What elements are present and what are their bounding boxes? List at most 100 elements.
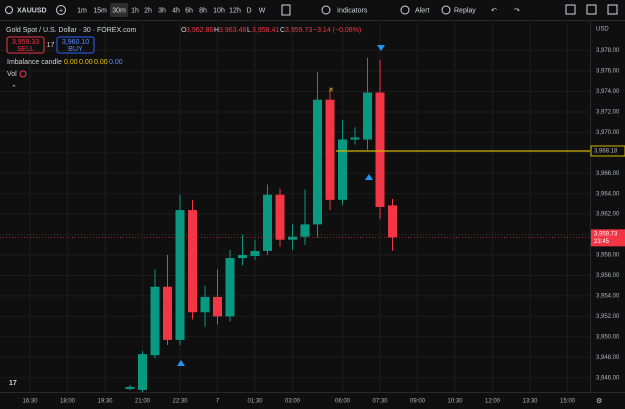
up-arrow-marker — [365, 174, 373, 180]
x-tick-label: 21:00 — [135, 399, 151, 405]
add-symbol-plus: + — [59, 7, 63, 14]
candle-body — [350, 137, 360, 140]
interval-button[interactable]: 2h — [144, 7, 152, 14]
countdown: 23:45 — [594, 239, 610, 245]
ohlc-label: H — [214, 27, 219, 34]
interval-button[interactable]: 1m — [77, 7, 87, 14]
x-tick-label: 19:30 — [97, 399, 113, 405]
x-tick-label: 09:00 — [410, 399, 426, 405]
interval-button[interactable]: 12h — [229, 7, 241, 14]
candle-body — [150, 286, 160, 356]
buy-label: BUY — [68, 46, 83, 53]
ohlc-label: C — [280, 27, 285, 34]
redo[interactable]: ↷ — [514, 7, 520, 14]
candle-body — [163, 286, 172, 340]
x-tick-label: 16:30 — [22, 399, 38, 405]
search-icon[interactable] — [5, 6, 13, 14]
indicator-value: 0.00 — [109, 59, 123, 66]
y-tick-label: 3,974.00 — [596, 89, 620, 95]
y-tick-label: 3,946.00 — [596, 375, 620, 381]
candle-body — [250, 250, 260, 257]
interval-button[interactable]: W — [259, 7, 266, 14]
candle-body — [238, 255, 247, 259]
interval-button[interactable]: 10h — [213, 7, 225, 14]
x-tick-label: 01:30 — [247, 399, 263, 405]
x-tick-label: 22:30 — [172, 399, 188, 405]
candle-body — [388, 205, 397, 238]
candle-body — [200, 296, 210, 313]
replay-button[interactable]: Replay — [454, 7, 476, 14]
buy-price: 3,960.10 — [62, 39, 89, 46]
symbol[interactable]: XAUUSD — [17, 7, 47, 14]
spread: 17 — [47, 42, 55, 49]
sell-price: 3,959.33 — [12, 39, 39, 46]
alert-button[interactable]: Alert — [415, 7, 429, 14]
candle-body — [300, 224, 310, 237]
interval-button[interactable]: 6h — [185, 7, 193, 14]
interval-button[interactable]: 4h — [172, 7, 180, 14]
x-tick-label: 13:30 — [522, 399, 538, 405]
y-tick-label: 3,976.00 — [596, 69, 620, 75]
tv-logo: 17 — [9, 380, 17, 387]
candle-body — [213, 296, 222, 317]
candle-body — [338, 139, 347, 200]
candle-body — [125, 386, 135, 389]
legend-title: Gold Spot / U.S. Dollar · 30 · FOREX.com — [6, 27, 136, 34]
interval-button[interactable]: 3h — [158, 7, 166, 14]
y-tick-label: 3,962.00 — [596, 212, 620, 218]
y-tick-label: 3,970.00 — [596, 130, 620, 136]
interval-button[interactable]: 1h — [131, 7, 139, 14]
interval-button[interactable]: 30m — [112, 7, 126, 14]
candle-body — [225, 258, 235, 317]
fullscreen-icon[interactable] — [586, 4, 597, 15]
indicator-value: 0.00 — [64, 59, 78, 66]
candle-body — [138, 354, 147, 390]
indicators-icon[interactable] — [321, 5, 331, 15]
x-tick-label: 7 — [216, 399, 220, 405]
grid — [0, 22, 590, 392]
ohlc-value: 3,958.41 — [252, 27, 279, 34]
interval-button[interactable]: 8h — [199, 7, 207, 14]
x-tick-label: 07:30 — [372, 399, 388, 405]
y-tick-label: 3,972.00 — [596, 110, 620, 116]
chart-type-icon[interactable] — [281, 4, 291, 16]
candle-body — [288, 236, 297, 240]
indicator-name: Imbalance candle — [7, 59, 62, 66]
undo[interactable]: ↶ — [491, 7, 497, 14]
currency: USD — [596, 27, 609, 33]
sell-button[interactable] — [6, 36, 45, 54]
x-tick-label: 10:30 — [447, 399, 463, 405]
y-tick-label: 3,952.00 — [596, 314, 620, 320]
indicator-values: 0.00 0.00 0.00 0.00 — [64, 59, 123, 66]
settings-icon[interactable]: ⚙ — [596, 397, 602, 405]
interval-button[interactable]: D — [246, 7, 251, 14]
y-tick-label: 3,978.00 — [596, 48, 620, 54]
candle-body — [175, 210, 185, 340]
candle-body — [188, 210, 197, 313]
volume-warning[interactable] — [19, 70, 27, 78]
snapshot-icon[interactable] — [607, 4, 618, 15]
y-tick-label: 3,958.00 — [596, 253, 620, 259]
horizontal-line-label-bg — [590, 145, 625, 157]
y-tick-label: 3,964.00 — [596, 191, 620, 197]
y-tick-label: 3,948.00 — [596, 355, 620, 361]
x-tick-label: 15:00 — [560, 399, 576, 405]
sell-label: SELL — [17, 46, 34, 53]
replay-icon[interactable] — [441, 5, 451, 15]
layout-icon[interactable] — [565, 4, 576, 15]
buy-button[interactable] — [56, 36, 95, 54]
ohlc-value: 3,963.48 — [219, 27, 246, 34]
ohlc-legend: O 3,962.86 H 3,963.48 L 3,958.41 C 3,959.73 −3.1… — [181, 27, 361, 34]
collapse-legend[interactable]: ⌃ — [11, 84, 17, 92]
indicators-button[interactable]: Indicators — [337, 7, 368, 14]
interval-group: 1m 15m 30m 1h 2h 3h 4h 6h 8h 10h 12h D W — [77, 7, 266, 14]
horizontal-line-label: 3,968.18 — [594, 149, 618, 155]
add-symbol[interactable] — [56, 5, 66, 15]
candle-body — [275, 194, 285, 240]
ohlc-value: 3,959.73 — [285, 27, 312, 34]
candle-body — [375, 92, 385, 207]
alert-icon[interactable] — [400, 5, 410, 15]
interval-button[interactable]: 15m — [93, 7, 107, 14]
candles — [125, 57, 397, 392]
